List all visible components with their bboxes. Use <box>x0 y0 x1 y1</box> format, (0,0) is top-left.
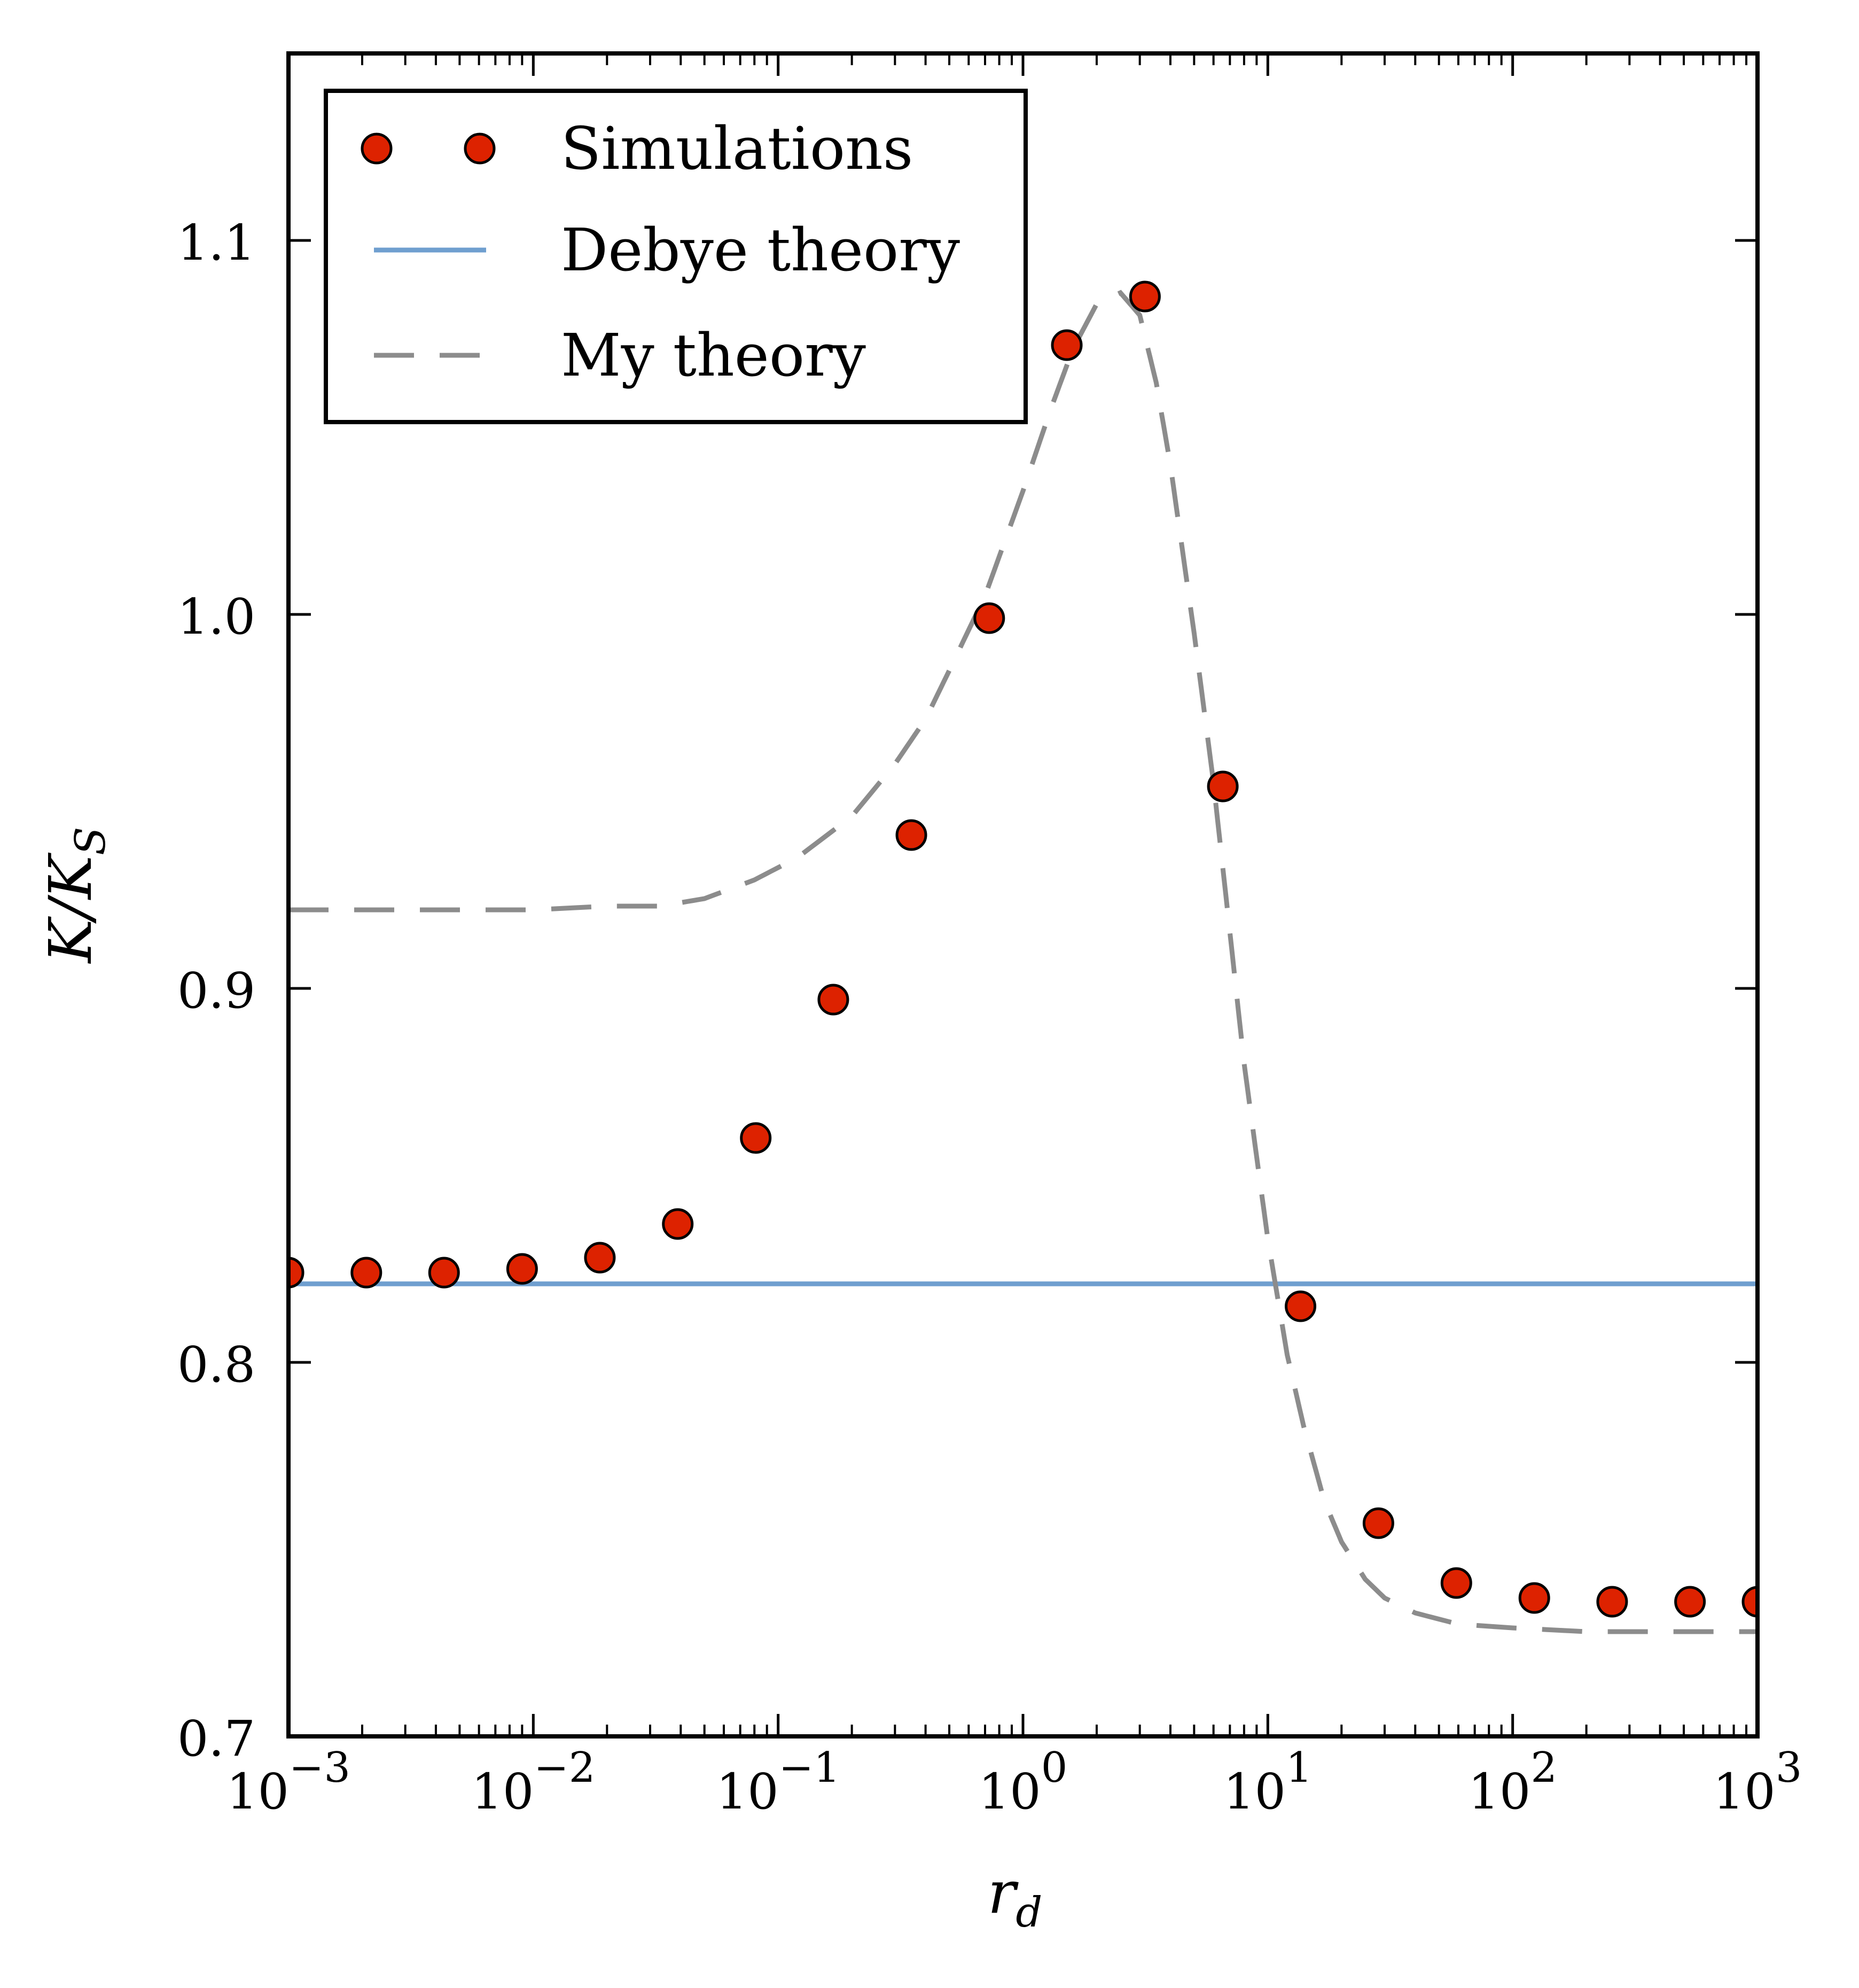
x-tick-label-exponent: −3 <box>289 1744 350 1792</box>
x-tick-label-exponent: −2 <box>534 1744 595 1792</box>
x-tick-label-exponent: 1 <box>1286 1744 1313 1792</box>
x-tick-label: 101 <box>1223 1744 1313 1820</box>
simulation-point <box>662 1208 694 1240</box>
simulation-point <box>506 1253 538 1285</box>
simulation-point <box>740 1122 772 1154</box>
x-tick-label-base: 10 <box>1713 1763 1776 1820</box>
x-tick-label-base: 10 <box>471 1763 534 1820</box>
y-tick-label: 1.1 <box>177 214 255 271</box>
simulation-point <box>1129 280 1161 313</box>
legend-box <box>324 89 1028 424</box>
simulation-point <box>1596 1586 1628 1618</box>
series-layer <box>288 280 1758 1634</box>
x-tick-label-base: 10 <box>1468 1763 1530 1820</box>
simulation-point <box>895 819 927 851</box>
x-tick-label-base: 10 <box>979 1763 1041 1820</box>
x-axis-label-subscript: d <box>1016 1889 1042 1937</box>
legend-label-debye-theory: Debye theory <box>561 216 960 284</box>
y-axis-label: K/KS <box>36 827 115 964</box>
simulation-point <box>1674 1586 1706 1618</box>
x-tick-label-base: 10 <box>716 1763 779 1820</box>
plot-frame <box>286 51 1760 1738</box>
simulation-points <box>288 280 1758 1618</box>
simulation-point <box>428 1257 460 1289</box>
legend-simulation-marker-1 <box>361 132 393 165</box>
simulation-point <box>1285 1290 1317 1322</box>
x-tick-label-exponent: 0 <box>1041 1744 1068 1792</box>
simulation-point <box>288 1257 304 1289</box>
simulation-point <box>1741 1586 1758 1618</box>
my-theory-curve <box>288 290 1758 1634</box>
simulation-point <box>350 1257 382 1289</box>
x-tick-label-exponent: −1 <box>779 1744 840 1792</box>
simulation-point <box>1051 329 1083 361</box>
legend-label-my-theory: My theory <box>561 321 866 389</box>
x-tick-label: 10−2 <box>471 1744 595 1820</box>
x-tick-label: 102 <box>1468 1744 1557 1820</box>
simulation-point <box>584 1242 616 1274</box>
y-tick-label: 0.8 <box>177 1336 255 1393</box>
legend-label-simulations: Simulations <box>561 114 913 183</box>
simulation-point <box>1207 770 1239 802</box>
legend-simulation-marker-2 <box>464 132 496 165</box>
y-axis-label-subscript: S <box>67 827 115 855</box>
simulation-point <box>973 602 1005 634</box>
x-tick-label: 103 <box>1713 1744 1802 1820</box>
simulation-point <box>1440 1567 1472 1599</box>
x-tick-label: 10−3 <box>226 1744 350 1820</box>
y-tick-label: 0.9 <box>177 962 255 1019</box>
x-tick-label-base: 10 <box>226 1763 289 1820</box>
legend: Simulations Debye theory My theory <box>324 89 1028 424</box>
x-tick-label: 10−1 <box>716 1744 840 1820</box>
x-tick-label-exponent: 2 <box>1530 1744 1557 1792</box>
simulation-point <box>1362 1507 1394 1539</box>
y-tick-label: 0.7 <box>177 1710 255 1767</box>
y-tick-label: 1.0 <box>177 588 255 645</box>
x-tick-label-exponent: 3 <box>1776 1744 1802 1792</box>
simulation-point <box>817 984 849 1016</box>
simulation-point <box>1518 1582 1550 1614</box>
x-tick-labels: 10−3 10−2 10−1 100 101 102 103 <box>226 1744 1802 1820</box>
x-axis-label: rd <box>988 1858 1043 1937</box>
y-tick-labels: 0.7 0.8 0.9 1.0 1.1 <box>177 214 255 1767</box>
x-tick-label-base: 10 <box>1223 1763 1286 1820</box>
x-tick-label: 100 <box>979 1744 1068 1820</box>
